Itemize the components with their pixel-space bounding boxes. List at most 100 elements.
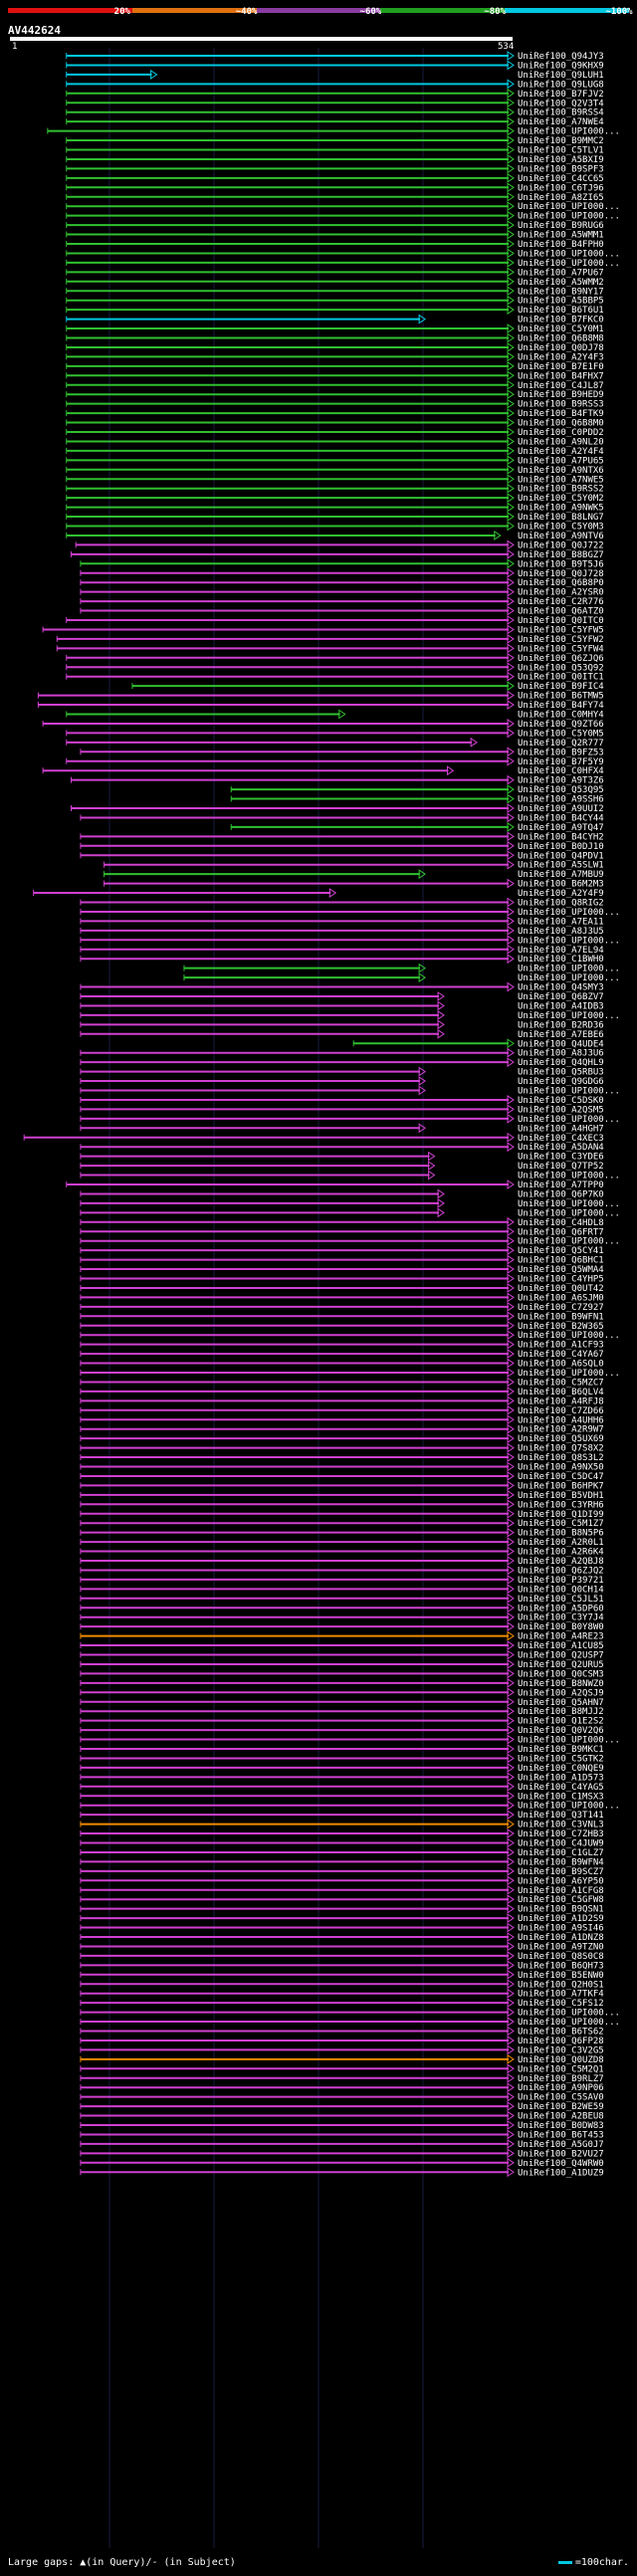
hit-label[interactable]: UniRef100_A7TKF4 xyxy=(518,1990,604,2000)
hit-label[interactable]: UniRef100_A9UUI2 xyxy=(518,804,604,814)
hit-label[interactable]: UniRef100_UPI000... xyxy=(518,1331,620,1341)
hit-label[interactable]: UniRef100_Q1DI99 xyxy=(518,1510,604,1520)
hit-label[interactable]: UniRef100_Q5UX69 xyxy=(518,1434,604,1444)
hit-label[interactable]: UniRef100_A2QSJ9 xyxy=(518,1688,604,1698)
hit-label[interactable]: UniRef100_B9T5J6 xyxy=(518,559,604,569)
hit-label[interactable]: UniRef100_C3Y7J4 xyxy=(518,1613,604,1623)
hit-label[interactable]: UniRef100_UPI000... xyxy=(518,1199,620,1209)
hit-label[interactable]: UniRef100_Q0J722 xyxy=(518,540,604,550)
hit-label[interactable]: UniRef100_Q94JY3 xyxy=(518,52,604,62)
hit-label[interactable]: UniRef100_C0HFX4 xyxy=(518,766,604,776)
hit-label[interactable]: UniRef100_UPI000... xyxy=(518,259,620,269)
hit-label[interactable]: UniRef100_Q6B8M0 xyxy=(518,419,604,429)
hit-label[interactable]: UniRef100_C5Y0M1 xyxy=(518,324,604,334)
hit-label[interactable]: UniRef100_Q6BHC1 xyxy=(518,1256,604,1266)
hit-label[interactable]: UniRef100_C0PDD2 xyxy=(518,428,604,438)
hit-label[interactable]: UniRef100_B0Y8W0 xyxy=(518,1622,604,1632)
hit-label[interactable]: UniRef100_A2R0L1 xyxy=(518,1538,604,1548)
hit-label[interactable]: UniRef100_B9RLZ7 xyxy=(518,2074,604,2084)
hit-label[interactable]: UniRef100_A2Y4F4 xyxy=(518,447,604,457)
hit-label[interactable]: UniRef100_C4XEC3 xyxy=(518,1134,604,1144)
hit-label[interactable]: UniRef100_A6SQL0 xyxy=(518,1360,604,1370)
hit-label[interactable]: UniRef100_A4IDB3 xyxy=(518,1001,604,1011)
hit-label[interactable]: UniRef100_UPI000... xyxy=(518,2009,620,2019)
hit-label[interactable]: UniRef100_UPI000... xyxy=(518,908,620,918)
hit-label[interactable]: UniRef100_C5JL51 xyxy=(518,1595,604,1605)
hit-label[interactable]: UniRef100_C4YAG5 xyxy=(518,1783,604,1793)
hit-label[interactable]: UniRef100_Q2V3T4 xyxy=(518,99,604,108)
hit-label[interactable]: UniRef100_C4YHP5 xyxy=(518,1275,604,1285)
hit-label[interactable]: UniRef100_A9NWK5 xyxy=(518,504,604,514)
hit-label[interactable]: UniRef100_A5BBP5 xyxy=(518,297,604,307)
hit-label[interactable]: UniRef100_Q6ZJQ6 xyxy=(518,654,604,664)
hit-label[interactable]: UniRef100_Q8S0C8 xyxy=(518,1952,604,1962)
hit-label[interactable]: UniRef100_B9SPF3 xyxy=(518,164,604,174)
hit-label[interactable]: UniRef100_C4YA67 xyxy=(518,1350,604,1360)
hit-label[interactable]: UniRef100_Q6ATZ0 xyxy=(518,607,604,617)
hit-label[interactable]: UniRef100_A5DP60 xyxy=(518,1604,604,1613)
hit-label[interactable]: UniRef100_B2W365 xyxy=(518,1322,604,1332)
hit-label[interactable]: UniRef100_A2Y4F9 xyxy=(518,889,604,899)
hit-label[interactable]: UniRef100_Q0CH14 xyxy=(518,1585,604,1595)
hit-label[interactable]: UniRef100_Q9ZT66 xyxy=(518,720,604,730)
hit-label[interactable]: UniRef100_B6QH73 xyxy=(518,1961,604,1971)
hit-label[interactable]: UniRef100_UPI000... xyxy=(518,127,620,137)
hit-label[interactable]: UniRef100_B7F5Y9 xyxy=(518,757,604,767)
hit-label[interactable]: UniRef100_A4UHH6 xyxy=(518,1415,604,1425)
hit-label[interactable]: UniRef100_Q5AHN7 xyxy=(518,1698,604,1708)
hit-label[interactable]: UniRef100_A1D573 xyxy=(518,1773,604,1783)
hit-label[interactable]: UniRef100_B8BGZ7 xyxy=(518,550,604,560)
hit-label[interactable]: UniRef100_Q6B8P0 xyxy=(518,578,604,588)
hit-label[interactable]: UniRef100_A2QSM5 xyxy=(518,1105,604,1115)
hit-label[interactable]: UniRef100_B9SCZ7 xyxy=(518,1867,604,1877)
hit-label[interactable]: UniRef100_B4FHX7 xyxy=(518,371,604,381)
hit-label[interactable]: UniRef100_A9T3Z6 xyxy=(518,776,604,786)
hit-label[interactable]: UniRef100_C5YFW4 xyxy=(518,644,604,654)
hit-label[interactable]: UniRef100_B6TMW5 xyxy=(518,692,604,702)
hit-label[interactable]: UniRef100_UPI000... xyxy=(518,1237,620,1247)
hit-label[interactable]: UniRef100_A9NP06 xyxy=(518,2083,604,2093)
hit-label[interactable]: UniRef100_Q6BZV7 xyxy=(518,992,604,1002)
hit-label[interactable]: UniRef100_A9NX50 xyxy=(518,1463,604,1473)
hit-label[interactable]: UniRef100_B4CY44 xyxy=(518,813,604,823)
hit-label[interactable]: UniRef100_A6YP50 xyxy=(518,1876,604,1886)
hit-label[interactable]: UniRef100_A7EA11 xyxy=(518,917,604,927)
hit-label[interactable]: UniRef100_C4JUW9 xyxy=(518,1839,604,1849)
hit-label[interactable]: UniRef100_Q6FP28 xyxy=(518,2037,604,2046)
hit-label[interactable]: UniRef100_C6TJ96 xyxy=(518,183,604,193)
hit-label[interactable]: UniRef100_C5DSK0 xyxy=(518,1096,604,1106)
hit-label[interactable]: UniRef100_B6HPK7 xyxy=(518,1481,604,1491)
hit-label[interactable]: UniRef100_UPI000... xyxy=(518,973,620,983)
hit-label[interactable]: UniRef100_C5DC47 xyxy=(518,1472,604,1482)
hit-label[interactable]: UniRef100_A7NWE5 xyxy=(518,475,604,485)
hit-label[interactable]: UniRef100_Q2USP7 xyxy=(518,1651,604,1661)
hit-label[interactable]: UniRef100_UPI000... xyxy=(518,1802,620,1812)
hit-label[interactable]: UniRef100_UPI000... xyxy=(518,936,620,946)
hit-label[interactable]: UniRef100_C5M1Z7 xyxy=(518,1519,604,1529)
hit-label[interactable]: UniRef100_UPI000... xyxy=(518,1011,620,1021)
hit-label[interactable]: UniRef100_A4RE23 xyxy=(518,1632,604,1642)
hit-label[interactable]: UniRef100_B8LNG7 xyxy=(518,513,604,523)
hit-label[interactable]: UniRef100_C5MZC7 xyxy=(518,1378,604,1388)
hit-label[interactable]: UniRef100_UPI000... xyxy=(518,1208,620,1218)
hit-label[interactable]: UniRef100_B9WFN1 xyxy=(518,1312,604,1322)
hit-label[interactable]: UniRef100_C3YDE6 xyxy=(518,1153,604,1163)
hit-label[interactable]: UniRef100_A9SSH6 xyxy=(518,795,604,805)
hit-label[interactable]: UniRef100_C5Y0M5 xyxy=(518,729,604,739)
hit-label[interactable]: UniRef100_B7FJV2 xyxy=(518,90,604,100)
hit-label[interactable]: UniRef100_Q0ITC1 xyxy=(518,673,604,683)
hit-label[interactable]: UniRef100_Q4SMY3 xyxy=(518,983,604,993)
hit-label[interactable]: UniRef100_Q53Q95 xyxy=(518,785,604,795)
hit-label[interactable]: UniRef100_B4FTK9 xyxy=(518,409,604,419)
hit-label[interactable]: UniRef100_A2YSR0 xyxy=(518,588,604,598)
hit-label[interactable]: UniRef100_Q6ZJQ2 xyxy=(518,1566,604,1576)
hit-label[interactable]: UniRef100_A5DAN4 xyxy=(518,1143,604,1153)
hit-label[interactable]: UniRef100_Q5WMA4 xyxy=(518,1265,604,1275)
hit-label[interactable]: UniRef100_A5WMM2 xyxy=(518,278,604,288)
hit-label[interactable]: UniRef100_Q3T141 xyxy=(518,1811,604,1821)
hit-label[interactable]: UniRef100_C3V2G5 xyxy=(518,2045,604,2055)
hit-label[interactable]: UniRef100_B9HED9 xyxy=(518,390,604,400)
hit-label[interactable]: UniRef100_Q4PDV1 xyxy=(518,851,604,861)
hit-label[interactable]: UniRef100_A7TPP0 xyxy=(518,1181,604,1190)
hit-label[interactable]: UniRef100_Q0CSM3 xyxy=(518,1669,604,1679)
